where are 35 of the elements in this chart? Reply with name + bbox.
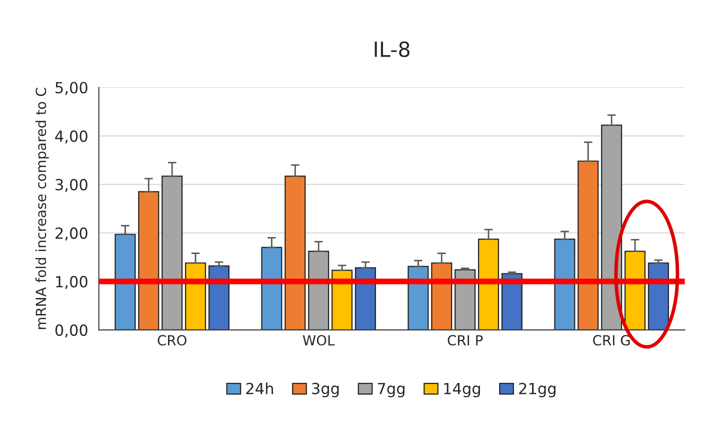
bar xyxy=(624,250,646,330)
legend-label: 14gg xyxy=(444,382,480,398)
bar xyxy=(454,269,476,330)
bar xyxy=(162,176,183,330)
y-tick-label: 5,00 xyxy=(56,82,88,95)
x-tick-label: CRO xyxy=(158,335,186,346)
legend-label: 7gg xyxy=(378,382,404,398)
y-tick-label: 3,00 xyxy=(56,178,88,192)
bar xyxy=(431,262,452,330)
bar xyxy=(332,270,353,330)
bar xyxy=(478,238,500,330)
legend-label: 24h xyxy=(246,382,273,394)
y-tick-label: 4,00 xyxy=(55,130,88,144)
y-tick-label: 2,00 xyxy=(56,227,88,240)
bar xyxy=(138,191,160,330)
x-tick-label: WOL xyxy=(302,335,335,346)
bar xyxy=(601,124,622,330)
bar xyxy=(354,267,376,330)
x-tick-label: CRI G xyxy=(593,335,630,346)
bar xyxy=(208,265,230,330)
legend-label: 21gg xyxy=(519,382,556,398)
chart-title: IL-8 xyxy=(374,41,410,58)
bar xyxy=(261,246,282,330)
bar xyxy=(308,250,330,330)
y-tick-label: 1,00 xyxy=(56,276,88,290)
bar xyxy=(578,160,599,330)
bar xyxy=(408,266,429,330)
bar xyxy=(114,234,136,330)
y-tick-label: 0,00 xyxy=(55,324,88,338)
bar xyxy=(554,238,576,330)
y-axis-title: mRNA fold increase compared to C xyxy=(35,88,49,329)
bar xyxy=(284,176,306,330)
legend-label: 3gg xyxy=(312,382,339,398)
bar xyxy=(185,262,206,330)
x-tick-label: CRI P xyxy=(448,335,483,346)
